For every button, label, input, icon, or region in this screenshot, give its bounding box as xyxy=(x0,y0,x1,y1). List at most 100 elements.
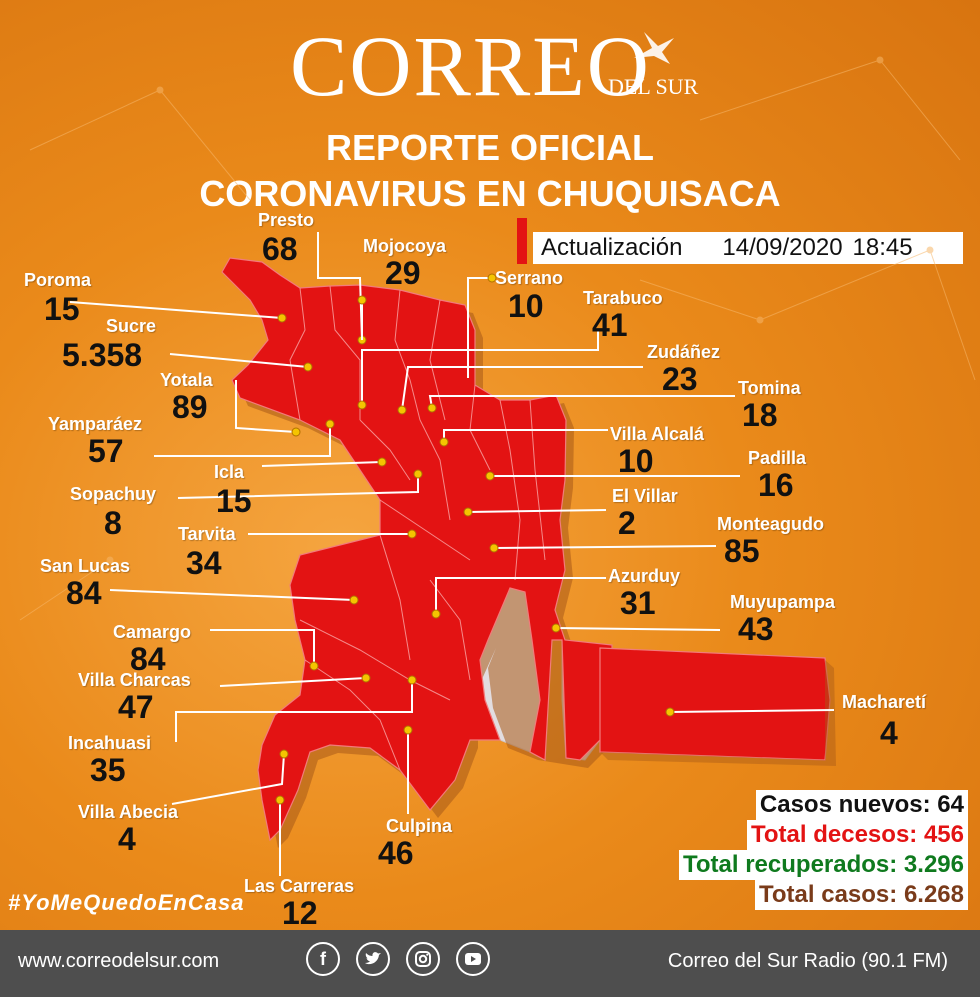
update-banner: Actualización 14/09/2020 18:45 xyxy=(517,218,963,264)
location-marker-poroma xyxy=(277,313,287,323)
footer-bar: www.correodelsur.com f Correo del Sur Ra… xyxy=(0,930,980,997)
leader-line-poroma xyxy=(69,301,283,319)
radio-info: Correo del Sur Radio (90.1 FM) xyxy=(667,950,948,972)
youtube-icon[interactable] xyxy=(456,942,490,976)
municipality-name-icla: Icla xyxy=(214,462,245,482)
location-marker-icla xyxy=(377,457,387,467)
municipality-cases-serrano: 10 xyxy=(508,288,544,324)
leader-line-villa-abecia xyxy=(171,753,285,805)
location-marker-monteagudo xyxy=(489,543,499,553)
leader-line-tarabuco xyxy=(361,330,599,405)
location-marker-incahuasi xyxy=(407,675,417,685)
leader-line-yotala xyxy=(235,380,297,433)
instagram-icon[interactable] xyxy=(406,942,440,976)
location-marker-camargo xyxy=(309,661,319,671)
leader-line-camargo xyxy=(210,629,315,666)
chuquisaca-department xyxy=(221,257,613,842)
municipality-cases-yamparaez: 57 xyxy=(88,433,124,469)
municipality-cases-presto: 68 xyxy=(262,231,298,267)
location-marker-el-villar xyxy=(463,507,473,517)
facebook-icon[interactable]: f xyxy=(306,942,340,976)
municipality-name-monteagudo: Monteagudo xyxy=(717,514,824,534)
location-marker-mojocoya xyxy=(357,295,367,305)
leader-line-icla xyxy=(261,461,383,467)
municipality-cases-sucre: 5.358 xyxy=(62,337,143,373)
municipality-name-san-lucas: San Lucas xyxy=(40,556,131,576)
municipality-cases-yotala: 89 xyxy=(172,389,208,425)
star-icon xyxy=(634,32,674,64)
municipality-cases-incahuasi: 35 xyxy=(90,752,126,788)
twitter-icon[interactable] xyxy=(356,942,390,976)
new-cases-stat: Casos nuevos: 64 xyxy=(755,790,968,820)
municipality-name-muyupampa: Muyupampa xyxy=(730,592,836,612)
location-marker-zudanez xyxy=(397,405,407,415)
location-marker-sopachuy xyxy=(413,469,423,479)
municipality-name-machareti: Macharetí xyxy=(842,692,927,712)
leader-line-monteagudo xyxy=(493,545,717,549)
hashtag: #YoMeQuedoEnCasa xyxy=(8,890,245,915)
municipality-cases-sopachuy: 8 xyxy=(104,505,122,541)
logo-subtext: DEL SUR xyxy=(608,74,699,99)
municipality-name-incahuasi: Incahuasi xyxy=(68,733,152,753)
update-date: 14/09/2020 xyxy=(722,234,843,261)
municipality-name-el-villar: El Villar xyxy=(612,486,678,506)
leader-line-villa-charcas xyxy=(219,677,367,687)
municipality-name-zudanez: Zudáñez xyxy=(647,342,721,362)
leader-line-tomina xyxy=(428,395,735,409)
municipality-cases-villa-abecia: 4 xyxy=(118,821,136,857)
municipality-cases-azurduy: 31 xyxy=(620,585,656,621)
municipality-cases-zudanez: 23 xyxy=(662,361,698,397)
leader-line-sopachuy xyxy=(177,474,419,499)
municipality-cases-villa-alcala: 10 xyxy=(618,443,654,479)
leader-line-machareti xyxy=(669,709,835,713)
location-marker-muyupampa xyxy=(551,623,561,633)
municipality-cases-icla: 15 xyxy=(216,483,252,519)
leader-line-presto xyxy=(317,232,363,341)
municipality-name-padilla: Padilla xyxy=(748,448,807,468)
logo-text: CORREO xyxy=(290,18,651,114)
website-link[interactable]: www.correodelsur.com xyxy=(18,950,220,972)
location-marker-sucre xyxy=(303,362,313,372)
municipality-name-tarabuco: Tarabuco xyxy=(583,288,663,308)
municipality-cases-tarabuco: 41 xyxy=(592,307,628,343)
location-marker-culpina xyxy=(403,725,413,735)
location-marker-padilla xyxy=(485,471,495,481)
municipality-name-tarvita: Tarvita xyxy=(178,524,236,544)
location-marker-villa-charcas xyxy=(361,673,371,683)
municipality-name-poroma: Poroma xyxy=(24,270,92,290)
leader-line-el-villar xyxy=(467,509,607,513)
location-marker-tarabuco xyxy=(357,400,367,410)
location-marker-villa-abecia xyxy=(279,749,289,759)
municipality-name-villa-charcas: Villa Charcas xyxy=(78,670,191,690)
municipal-borders xyxy=(289,285,546,771)
report-title: REPORTE OFICIAL xyxy=(325,127,654,168)
municipality-name-villa-abecia: Villa Abecia xyxy=(78,802,179,822)
location-marker-tomina xyxy=(427,403,437,413)
municipality-name-sopachuy: Sopachuy xyxy=(70,484,157,504)
leader-line-incahuasi xyxy=(175,680,413,742)
leader-line-san-lucas xyxy=(109,589,355,601)
municipality-name-villa-alcala: Villa Alcalá xyxy=(610,424,705,444)
deaths-stat: Total decesos: 456 xyxy=(747,820,968,850)
update-accent-bar xyxy=(517,218,527,264)
background-network xyxy=(19,56,976,621)
municipality-cases-mojocoya: 29 xyxy=(385,255,421,291)
location-marker-yamparaez xyxy=(325,419,335,429)
location-marker-villa-alcala xyxy=(439,437,449,447)
municipality-name-yotala: Yotala xyxy=(160,370,213,390)
municipality-cases-monteagudo: 85 xyxy=(724,533,760,569)
location-marker-san-lucas xyxy=(349,595,359,605)
municipality-cases-las-carreras: 12 xyxy=(282,895,318,931)
machareti-region xyxy=(599,647,831,761)
municipality-name-serrano: Serrano xyxy=(495,268,564,288)
location-marker-machareti xyxy=(665,707,675,717)
location-marker-las-carreras xyxy=(275,795,285,805)
municipality-name-las-carreras: Las Carreras xyxy=(244,876,355,896)
leader-line-azurduy xyxy=(435,577,606,614)
municipality-cases-el-villar: 2 xyxy=(618,505,636,541)
municipality-cases-muyupampa: 43 xyxy=(738,611,774,647)
municipality-cases-san-lucas: 84 xyxy=(66,575,102,611)
